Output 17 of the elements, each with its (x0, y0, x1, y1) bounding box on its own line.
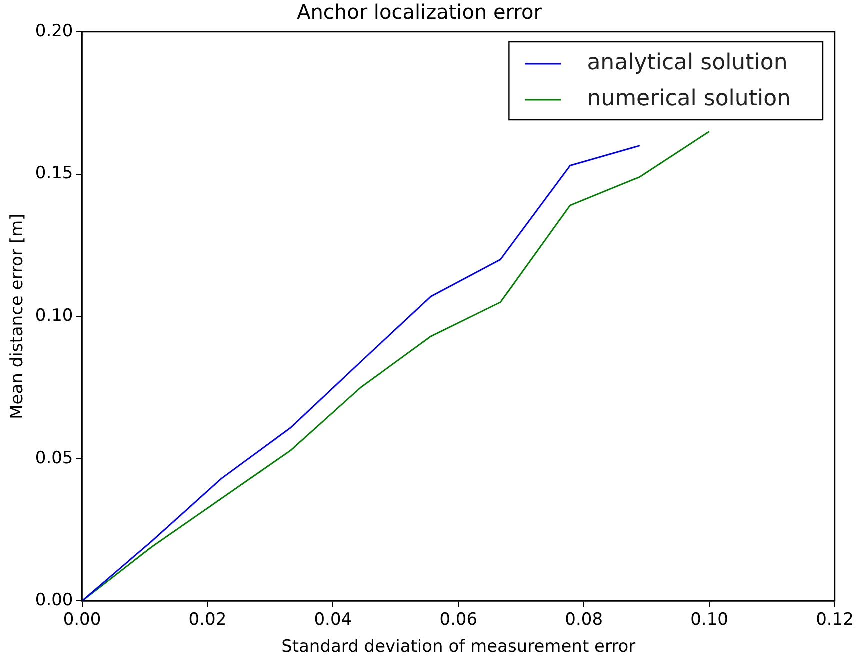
y-tick-label: 0.05 (35, 448, 74, 468)
x-axis-title: Standard deviation of measurement error (282, 637, 636, 658)
legend-label: numerical solution (587, 86, 791, 112)
x-tick-label: 0.04 (314, 610, 352, 630)
x-tick-label: 0.08 (565, 610, 604, 630)
y-tick-label: 0.20 (35, 21, 74, 42)
y-tick-label: 0.00 (35, 590, 74, 611)
x-tick-label: 0.12 (816, 610, 854, 630)
x-tick-label: 0.06 (440, 610, 478, 630)
x-tick-label: 0.10 (690, 610, 728, 630)
y-tick-label: 0.15 (35, 164, 74, 184)
y-tick-label: 0.10 (35, 306, 74, 326)
chart-title: Anchor localization error (297, 0, 543, 24)
y-axis-title: Mean distance error [m] (8, 214, 28, 420)
legend-label: analytical solution (587, 50, 788, 76)
x-tick-label: 0.00 (63, 610, 102, 630)
x-tick-label: 0.02 (188, 610, 227, 630)
